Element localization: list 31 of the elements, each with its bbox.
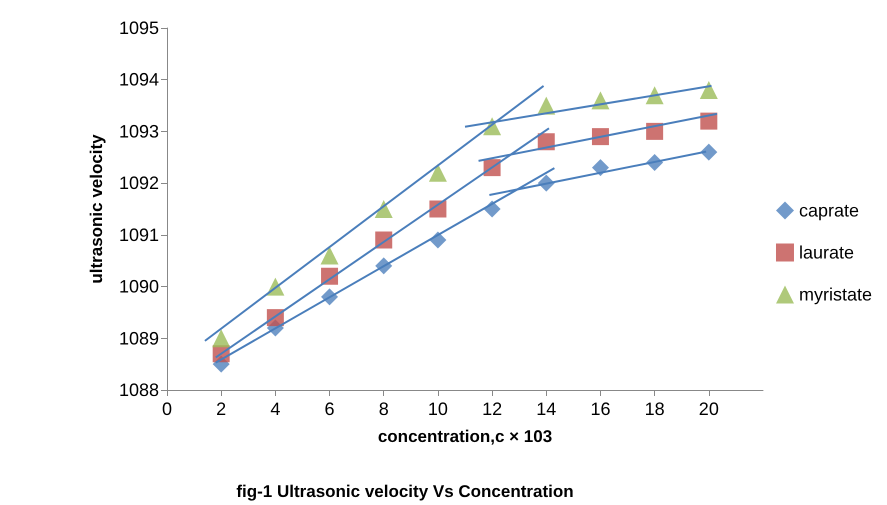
x-tick-label: 2 [216, 399, 226, 419]
x-tick-label: 8 [378, 399, 389, 419]
x-tick-label: 12 [482, 399, 502, 419]
x-tick-label: 20 [698, 399, 719, 419]
point [700, 144, 718, 161]
x-tick-label: 6 [324, 399, 335, 419]
y-tick-label: 1094 [118, 70, 159, 90]
y-tick-label: 1093 [118, 121, 159, 142]
x-tick-label: 10 [428, 399, 448, 419]
legend-label: myristate [798, 284, 872, 304]
x-tick-label: 16 [590, 399, 610, 419]
legend-label: caprate [798, 200, 860, 220]
point [428, 164, 447, 182]
text: fig-1 Ultrasonic velocity Vs Concentration [236, 482, 574, 501]
point [592, 159, 609, 176]
y-tick-label: 1090 [118, 276, 159, 297]
x-tick-label: 0 [162, 399, 172, 419]
y-tick-label: 1091 [118, 224, 159, 245]
x-tick-label: 4 [270, 399, 280, 419]
y-axis-title: ultrasonic velocity [87, 134, 106, 284]
x-tick-label: 18 [644, 399, 665, 419]
y-tick-label: 1089 [118, 328, 159, 348]
point [212, 329, 230, 348]
x-tick-label: 14 [536, 399, 556, 419]
y-tick-label: 1088 [118, 380, 159, 400]
point [320, 246, 339, 265]
legend-label: laurate [798, 242, 854, 262]
x-axis-title: concentration,c × 103 [378, 427, 552, 446]
y-tick-label: 1095 [118, 18, 159, 38]
point [700, 81, 718, 100]
y-tick-label: 1092 [118, 173, 159, 194]
